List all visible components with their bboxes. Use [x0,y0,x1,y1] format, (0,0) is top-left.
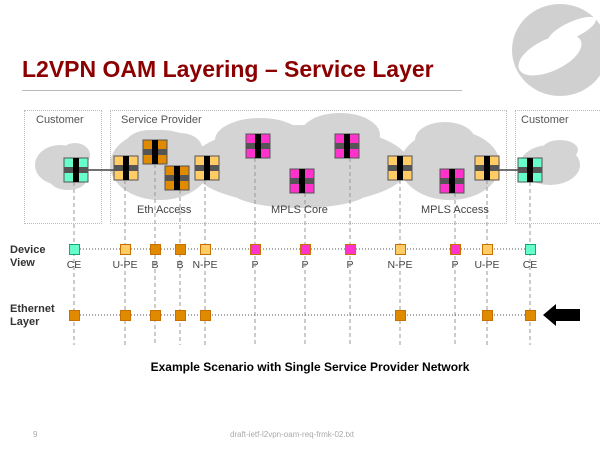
device-label: U-PE [112,259,138,271]
logo-globe-icon [512,4,600,96]
device-label: P [451,259,459,271]
ethernet-layer-marker [482,310,493,321]
device-label: N-PE [192,259,218,271]
cloud-mpls-access [400,122,500,200]
device-marker-ce [69,244,80,255]
mpls-access-label: MPLS Access [421,204,489,216]
router-icon-ce [517,157,543,183]
device-marker-pe [120,244,131,255]
router-icon-b [142,139,168,165]
device-marker-pe [200,244,211,255]
device-marker-p [300,244,311,255]
device-marker-p [345,244,356,255]
router-icon-p [334,133,360,159]
router-icon-pe [113,155,139,181]
customer-left-region [24,110,102,224]
customer-right-region [515,110,600,224]
customer-right-label: Customer [521,114,569,126]
device-label: P [346,259,354,271]
device-label: P [251,259,259,271]
mpls-core-label: MPLS Core [271,204,328,216]
router-icon-pe [387,155,413,181]
device-label: P [301,259,309,271]
router-icon-b [164,165,190,191]
device-marker-p [450,244,461,255]
device-marker-pe [395,244,406,255]
device-label: B [151,259,159,271]
service-provider-label: Service Provider [121,114,202,126]
title-divider [22,90,462,91]
eth-access-label: Eth Access [137,204,192,216]
router-icon-p [439,168,465,194]
ethernet-layer-label: Ethernet Layer [10,303,55,328]
router-icon-pe [474,155,500,181]
cloud-eth-access [110,130,210,200]
device-label: CE [522,259,538,271]
ethernet-layer-marker [150,310,161,321]
caption: Example Scenario with Single Service Pro… [150,360,470,374]
device-marker-pe [482,244,493,255]
page-number: 9 [33,430,38,439]
device-marker-p [250,244,261,255]
arrow-left-icon [543,304,580,326]
device-marker-ce [525,244,536,255]
ethernet-layer-marker [120,310,131,321]
device-label: B [176,259,184,271]
device-view-label: Device View [10,244,46,269]
ethernet-layer-marker [200,310,211,321]
device-label: CE [66,259,82,271]
slide-title: L2VPN OAM Layering – Service Layer [22,56,434,82]
ethernet-layer-marker [69,310,80,321]
router-icon-ce [63,157,89,183]
device-marker-b [175,244,186,255]
device-label: U-PE [474,259,500,271]
device-marker-b [150,244,161,255]
ethernet-layer-marker [175,310,186,321]
router-icon-p [289,168,315,194]
router-icon-p [245,133,271,159]
footer-filename: draft-ietf-l2vpn-oam-req-frmk-02.txt [230,430,355,439]
device-label: N-PE [387,259,413,271]
cloud-mpls-core [190,113,410,208]
ethernet-layer-marker [525,310,536,321]
ethernet-layer-marker [395,310,406,321]
customer-left-label: Customer [36,114,84,126]
router-icon-pe [194,155,220,181]
